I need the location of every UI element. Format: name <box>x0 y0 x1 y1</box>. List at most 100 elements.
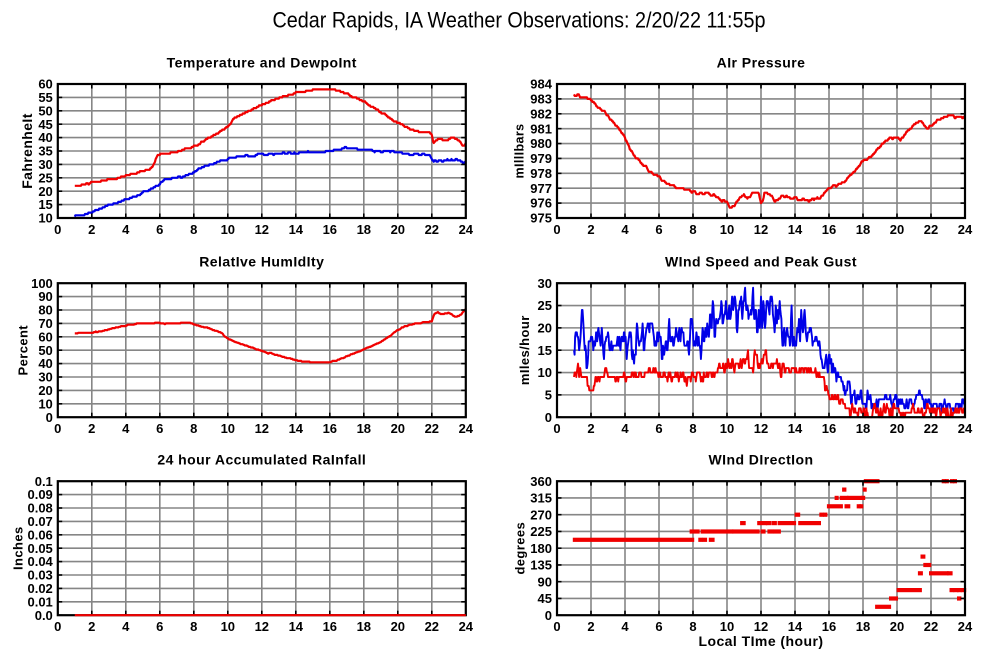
svg-text:0: 0 <box>46 410 53 425</box>
svg-text:24: 24 <box>459 421 474 436</box>
svg-text:5: 5 <box>545 387 552 402</box>
svg-text:14: 14 <box>289 619 304 634</box>
svg-text:0.0: 0.0 <box>35 608 53 623</box>
svg-text:Percent: Percent <box>16 325 31 376</box>
svg-text:0: 0 <box>545 410 552 425</box>
svg-text:0: 0 <box>553 619 560 634</box>
svg-text:mIllIbars: mIllIbars <box>513 123 527 178</box>
svg-text:12: 12 <box>255 619 269 634</box>
svg-text:30: 30 <box>38 370 52 385</box>
svg-text:4: 4 <box>621 421 629 436</box>
svg-text:0: 0 <box>545 608 552 623</box>
svg-text:2: 2 <box>88 222 95 237</box>
svg-text:16: 16 <box>822 421 836 436</box>
svg-text:12: 12 <box>255 222 269 237</box>
svg-text:14: 14 <box>788 421 803 436</box>
svg-text:16: 16 <box>323 619 337 634</box>
svg-text:978: 978 <box>530 166 552 181</box>
svg-text:70: 70 <box>38 316 52 331</box>
svg-text:25: 25 <box>538 298 552 313</box>
svg-text:315: 315 <box>530 491 552 506</box>
svg-text:6: 6 <box>156 421 163 436</box>
svg-text:10: 10 <box>538 365 552 380</box>
svg-text:0.01: 0.01 <box>27 594 52 609</box>
svg-text:975: 975 <box>530 211 552 226</box>
svg-text:14: 14 <box>788 619 803 634</box>
svg-text:6: 6 <box>156 222 163 237</box>
svg-text:Temperature and DewpoInt: Temperature and DewpoInt <box>167 55 357 71</box>
svg-text:50: 50 <box>38 343 52 358</box>
svg-text:4: 4 <box>122 421 130 436</box>
svg-text:977: 977 <box>530 181 552 196</box>
svg-text:270: 270 <box>530 507 552 522</box>
svg-text:10: 10 <box>720 222 734 237</box>
svg-text:2: 2 <box>88 619 95 634</box>
svg-text:20: 20 <box>391 421 405 436</box>
svg-text:16: 16 <box>822 222 836 237</box>
svg-text:0: 0 <box>54 421 61 436</box>
svg-text:976: 976 <box>530 196 552 211</box>
svg-text:18: 18 <box>357 421 371 436</box>
svg-text:8: 8 <box>689 222 696 237</box>
svg-text:14: 14 <box>289 222 304 237</box>
svg-text:6: 6 <box>655 619 662 634</box>
svg-text:55: 55 <box>38 90 52 105</box>
svg-text:24: 24 <box>459 222 474 237</box>
svg-text:0.07: 0.07 <box>27 514 52 529</box>
svg-text:984: 984 <box>530 77 552 92</box>
svg-text:25: 25 <box>38 170 52 185</box>
svg-text:18: 18 <box>856 222 870 237</box>
svg-text:20: 20 <box>538 320 552 335</box>
svg-text:180: 180 <box>530 541 552 556</box>
svg-text:22: 22 <box>425 421 439 436</box>
svg-text:12: 12 <box>255 421 269 436</box>
svg-text:8: 8 <box>689 421 696 436</box>
svg-text:8: 8 <box>190 421 197 436</box>
svg-text:24: 24 <box>958 421 973 436</box>
svg-text:2: 2 <box>587 619 594 634</box>
svg-text:20: 20 <box>38 184 52 199</box>
svg-text:8: 8 <box>190 619 197 634</box>
svg-text:FahrenheIt: FahrenheIt <box>19 113 35 189</box>
svg-text:8: 8 <box>689 619 696 634</box>
svg-text:4: 4 <box>122 222 130 237</box>
svg-text:14: 14 <box>289 421 304 436</box>
svg-text:60: 60 <box>38 77 52 92</box>
svg-text:22: 22 <box>924 619 938 634</box>
svg-text:24: 24 <box>958 222 973 237</box>
svg-text:0: 0 <box>54 222 61 237</box>
svg-text:12: 12 <box>754 222 768 237</box>
svg-text:0.03: 0.03 <box>27 568 52 583</box>
svg-text:135: 135 <box>530 558 552 573</box>
svg-text:WInd DIrectIon: WInd DIrectIon <box>708 452 813 468</box>
svg-text:6: 6 <box>156 619 163 634</box>
svg-text:10: 10 <box>221 421 235 436</box>
svg-text:22: 22 <box>924 222 938 237</box>
svg-text:14: 14 <box>788 222 803 237</box>
svg-text:10: 10 <box>38 211 52 226</box>
svg-text:80: 80 <box>38 303 52 318</box>
svg-text:0: 0 <box>553 421 560 436</box>
svg-text:2: 2 <box>587 222 594 237</box>
svg-text:12: 12 <box>754 421 768 436</box>
svg-text:90: 90 <box>538 574 552 589</box>
svg-text:20: 20 <box>38 383 52 398</box>
svg-text:0.09: 0.09 <box>27 487 52 502</box>
svg-text:20: 20 <box>391 619 405 634</box>
svg-text:16: 16 <box>323 421 337 436</box>
svg-text:0: 0 <box>54 619 61 634</box>
svg-text:360: 360 <box>530 474 552 489</box>
svg-text:0.06: 0.06 <box>27 527 52 542</box>
svg-text:90: 90 <box>38 289 52 304</box>
svg-text:10: 10 <box>221 619 235 634</box>
svg-text:24: 24 <box>459 619 474 634</box>
svg-text:225: 225 <box>530 524 552 539</box>
svg-text:22: 22 <box>425 619 439 634</box>
svg-text:100: 100 <box>31 276 53 291</box>
svg-text:40: 40 <box>38 356 52 371</box>
svg-text:6: 6 <box>655 222 662 237</box>
svg-text:0.05: 0.05 <box>27 541 52 556</box>
svg-text:2: 2 <box>88 421 95 436</box>
svg-text:20: 20 <box>890 619 904 634</box>
svg-text:0.02: 0.02 <box>27 581 52 596</box>
